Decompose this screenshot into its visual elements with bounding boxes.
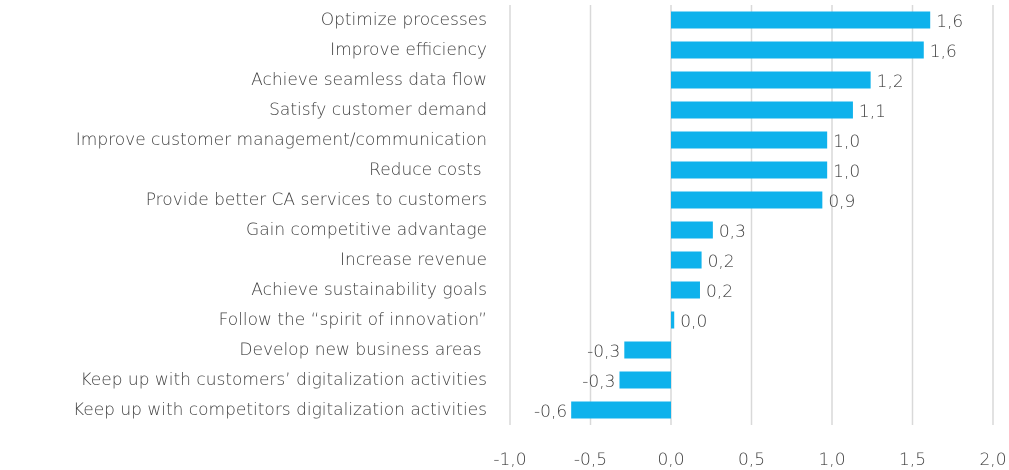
bar — [671, 71, 871, 89]
y-tick-label: Satisfy customer demand — [269, 100, 487, 120]
value-label: 1,6 — [936, 12, 963, 32]
y-tick-label: Achieve seamless data flow — [251, 70, 487, 90]
y-tick-label: Keep up with competitors digitalization … — [73, 400, 487, 420]
y-tick-label: Develop new business areas — [239, 340, 487, 360]
y-tick-label: Improve customer management/communicatio… — [76, 130, 487, 150]
y-tick-label: Follow the “spirit of innovation” — [219, 310, 487, 330]
y-tick-label: Reduce costs — [369, 160, 487, 180]
x-tick-label: 0,5 — [738, 450, 765, 470]
y-tick-label: Optimize processes — [321, 10, 487, 30]
x-tick-label: 1,0 — [818, 450, 845, 470]
bar — [671, 131, 828, 149]
value-label: -0,6 — [534, 402, 567, 422]
value-label: 1,2 — [877, 72, 904, 92]
y-tick-label: Increase revenue — [340, 250, 487, 270]
value-label: -0,3 — [587, 342, 620, 362]
y-tick-label: Gain competitive advantage — [246, 220, 487, 240]
value-label: 0,9 — [828, 192, 855, 212]
x-tick-label: 2,0 — [979, 450, 1006, 470]
bar — [571, 401, 671, 419]
value-label: 0,0 — [680, 312, 707, 332]
y-tick-label: Improve efficiency — [330, 40, 487, 60]
y-tick-label: Provide better CA services to customers — [146, 190, 487, 210]
bar — [671, 101, 853, 119]
bar — [671, 161, 828, 179]
value-label: 1,0 — [833, 162, 860, 182]
x-tick-label: 0,0 — [657, 450, 684, 470]
y-tick-label: Keep up with customers’ digitalization a… — [81, 370, 488, 390]
bar — [671, 311, 675, 329]
value-label: 0,3 — [719, 222, 746, 242]
y-tick-label: Achieve sustainability goals — [251, 280, 487, 300]
bar — [671, 191, 823, 209]
value-label: -0,3 — [582, 372, 615, 392]
bar — [671, 41, 924, 59]
bar — [671, 251, 702, 269]
bar — [624, 341, 671, 359]
value-label: 0,2 — [708, 252, 735, 272]
value-label: 1,1 — [859, 102, 886, 122]
bar — [671, 11, 931, 29]
bar — [671, 281, 700, 299]
value-label: 1,6 — [930, 42, 957, 62]
value-label: 0,2 — [706, 282, 733, 302]
bar — [671, 221, 713, 239]
x-tick-label: -1,0 — [493, 450, 526, 470]
x-tick-label: -0,5 — [574, 450, 607, 470]
value-label: 1,0 — [833, 132, 860, 152]
bar — [619, 371, 671, 389]
x-tick-label: 1,5 — [899, 450, 926, 470]
